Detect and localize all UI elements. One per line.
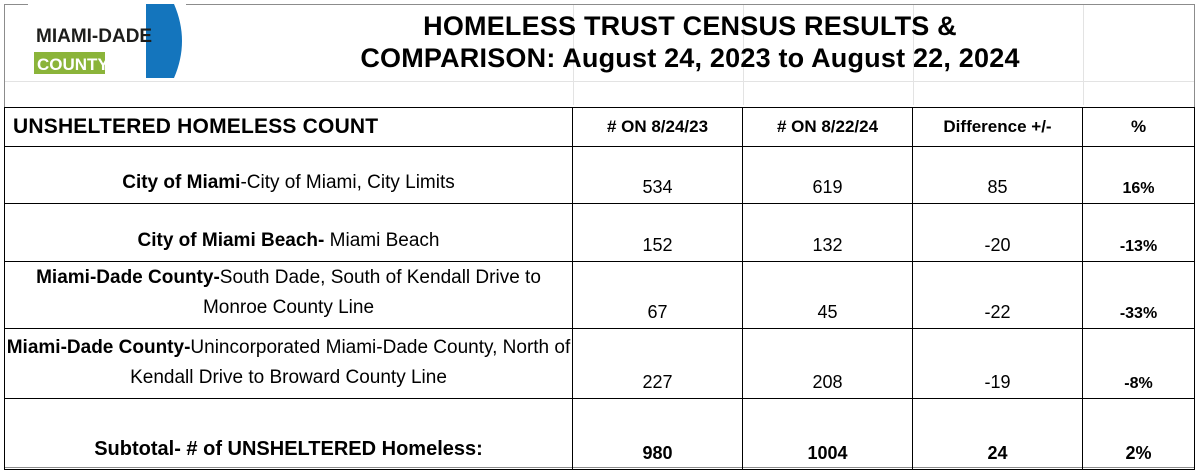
row-location: City of Miami Beach- Miami Beach — [4, 203, 573, 262]
subtotal-percent: 2% — [1082, 398, 1195, 470]
gridline — [1083, 5, 1084, 105]
count-2023: 67 — [572, 261, 743, 329]
row-location: Miami-Dade County-Unincorporated Miami-D… — [4, 328, 573, 399]
row-location: Miami-Dade County-South Dade, South of K… — [4, 261, 573, 329]
subtotal-difference: 24 — [912, 398, 1083, 470]
location-name: Miami-Dade County- — [36, 267, 220, 288]
location-name: City of Miami — [122, 172, 241, 193]
percent-value: 16% — [1082, 146, 1195, 204]
count-2024: 132 — [742, 203, 913, 262]
census-table: UNSHELTERED HOMELESS COUNT # ON 8/24/23 … — [4, 107, 1195, 470]
logo-text-line2: COUNTY — [37, 55, 109, 74]
header-row: UNSHELTERED HOMELESS COUNT # ON 8/24/23 … — [4, 107, 1195, 147]
difference-value: -19 — [912, 328, 1083, 399]
difference-value: 85 — [912, 146, 1083, 204]
title-line-2: COMPARISON: August 24, 2023 to August 22… — [360, 43, 1020, 73]
location-name: City of Miami Beach- — [137, 230, 325, 251]
header-2023: # ON 8/24/23 — [572, 107, 743, 147]
percent-value: -13% — [1082, 203, 1195, 262]
page-title: HOMELESS TRUST CENSUS RESULTS & COMPARIS… — [250, 10, 1130, 74]
count-2024: 45 — [742, 261, 913, 329]
header-label: UNSHELTERED HOMELESS COUNT — [4, 107, 573, 147]
location-name: Miami-Dade County- — [6, 337, 191, 358]
header-2024: # ON 8/22/24 — [742, 107, 913, 147]
table-row: Miami-Dade County-Unincorporated Miami-D… — [4, 328, 1195, 399]
header-difference: Difference +/- — [912, 107, 1083, 147]
table-row: City of Miami Beach- Miami Beach 152 132… — [4, 203, 1195, 262]
header-percent: % — [1082, 107, 1195, 147]
subtotal-2024: 1004 — [742, 398, 913, 470]
location-detail: -City of Miami, City Limits — [240, 172, 455, 193]
percent-value: -33% — [1082, 261, 1195, 329]
row-location: City of Miami-City of Miami, City Limits — [4, 146, 573, 204]
miami-dade-county-logo: MIAMI-DADE COUNTY — [28, 4, 186, 78]
gridline — [743, 5, 744, 105]
logo-text-line1: MIAMI-DADE — [36, 26, 152, 47]
difference-value: -20 — [912, 203, 1083, 262]
count-2024: 619 — [742, 146, 913, 204]
title-line-1: HOMELESS TRUST CENSUS RESULTS & — [423, 11, 957, 41]
subtotal-label: Subtotal- # of UNSHELTERED Homeless: — [4, 398, 573, 470]
count-2024: 208 — [742, 328, 913, 399]
location-detail: South Dade, South of Kendall Drive to Mo… — [202, 267, 541, 318]
subtotal-row: Subtotal- # of UNSHELTERED Homeless: 980… — [4, 398, 1195, 470]
table-row: City of Miami-City of Miami, City Limits… — [4, 146, 1195, 204]
gridline — [573, 5, 574, 105]
table-row: Miami-Dade County-South Dade, South of K… — [4, 261, 1195, 329]
percent-value: -8% — [1082, 328, 1195, 399]
location-detail: Miami Beach — [324, 230, 440, 251]
gridline — [5, 81, 1194, 82]
location-detail: Unincorporated Miami-Dade County, North … — [130, 337, 571, 388]
count-2023: 227 — [572, 328, 743, 399]
difference-value: -22 — [912, 261, 1083, 329]
count-2023: 534 — [572, 146, 743, 204]
logo-county-box — [34, 52, 105, 74]
gridline — [913, 5, 914, 105]
count-2023: 152 — [572, 203, 743, 262]
subtotal-2023: 980 — [572, 398, 743, 470]
